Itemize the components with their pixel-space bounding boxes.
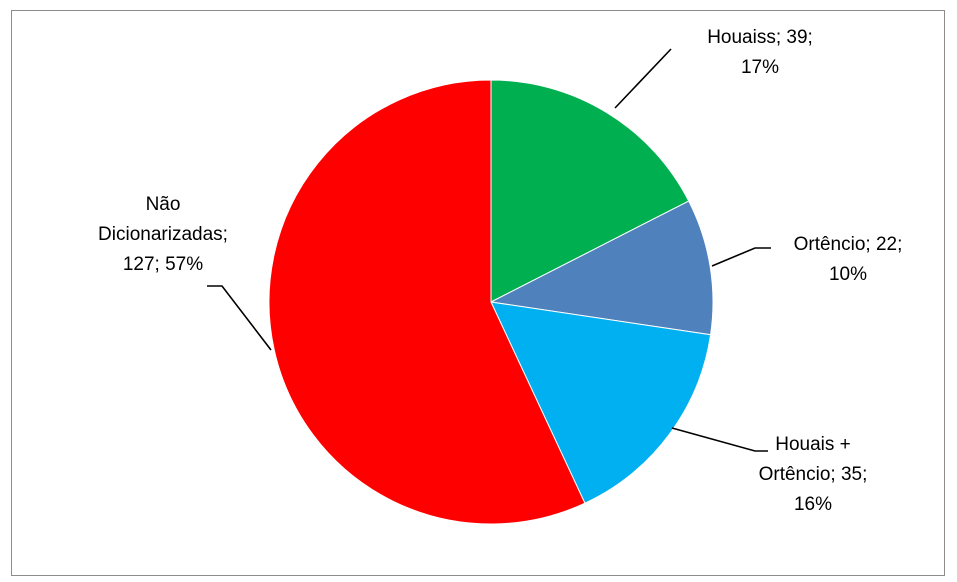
pie-slice-houaiss [490, 79, 690, 303]
data-label-line: Não [146, 194, 181, 215]
data-label-line: 16% [794, 494, 832, 515]
data-label: Não Dicionarizadas; 127; 57% [98, 194, 228, 275]
leader-line [671, 427, 768, 452]
pie-slice-houais-ort-ncio [490, 301, 712, 504]
data-labels: Houaiss; 39; 17% Ortêncio; 22; 10% Houais + O… [98, 27, 902, 515]
data-label-line: Ortêncio; 35; [759, 464, 868, 485]
leader-line [711, 247, 771, 267]
data-label-line: Dicionarizadas; [98, 224, 228, 245]
data-label-line: 10% [829, 264, 867, 285]
leader-line [207, 285, 272, 351]
leader-lines [207, 48, 771, 452]
pie-slice-n-o-dicionarizadas [268, 79, 586, 525]
pie-slices [268, 79, 714, 525]
data-label: Ortêncio; 22; 10% [794, 234, 903, 285]
pie-slice-ort-ncio [489, 200, 714, 336]
data-label-line: Houaiss; 39; [707, 27, 813, 48]
data-label-line: Ortêncio; 22; [794, 234, 903, 255]
data-label-line: Houais + [775, 434, 851, 455]
leader-line [614, 48, 672, 109]
data-label-line: 17% [741, 57, 779, 78]
data-label-line: 127; 57% [123, 254, 203, 275]
data-label: Houais + Ortêncio; 35; 16% [759, 434, 868, 515]
data-label: Houaiss; 39; 17% [707, 27, 813, 78]
